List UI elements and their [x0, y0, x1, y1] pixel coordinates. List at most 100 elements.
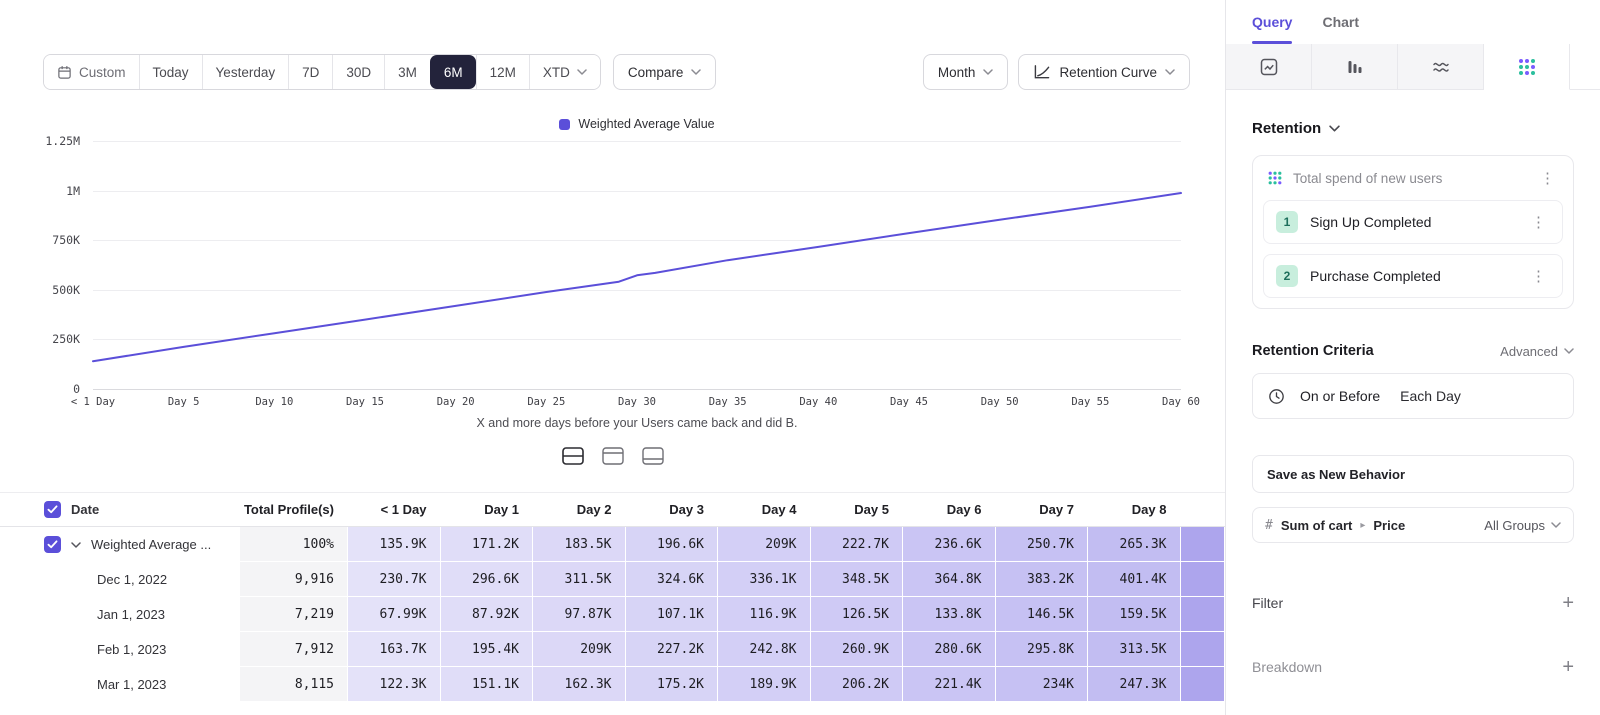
value-cell[interactable]: 162.3K [533, 667, 626, 702]
kebab-menu-icon[interactable]: ⋮ [1536, 169, 1559, 188]
value-cell[interactable]: 336.1K [718, 562, 811, 597]
insights-report-tab[interactable] [1226, 44, 1312, 90]
table-row[interactable]: Weighted Average ...100%135.9K171.2K183.… [0, 527, 1225, 562]
y-axis-label: 750K [52, 233, 80, 247]
value-cell[interactable]: 163.7K [348, 632, 441, 667]
value-cell[interactable]: 265.3K [1088, 527, 1181, 562]
advanced-dropdown[interactable]: Advanced [1500, 344, 1574, 359]
value-cell[interactable]: 196.6K [626, 527, 719, 562]
kebab-menu-icon[interactable]: ⋮ [1527, 213, 1550, 232]
measure-row[interactable]: # Sum of cart ▸ Price All Groups [1252, 507, 1574, 543]
value-cell[interactable]: 260.9K [811, 632, 904, 667]
range-6m[interactable]: 6M [430, 55, 476, 89]
range-7d[interactable]: 7D [288, 55, 332, 89]
table-row[interactable]: Dec 1, 20229,916230.7K296.6K311.5K324.6K… [0, 562, 1225, 597]
table-row[interactable]: Mar 1, 20238,115122.3K151.1K162.3K175.2K… [0, 667, 1225, 702]
all-groups-dropdown[interactable]: All Groups [1484, 518, 1561, 533]
range-12m[interactable]: 12M [476, 55, 529, 89]
value-cell[interactable]: 221.4K [903, 667, 996, 702]
retention-report-tab[interactable] [1484, 44, 1570, 90]
value-cell[interactable]: 159.5K [1088, 597, 1181, 632]
retention-line-chart[interactable]: 0250K500K750K1M1.25M [93, 141, 1181, 389]
table-row[interactable]: Feb 1, 20237,912163.7K195.4K209K227.2K24… [0, 632, 1225, 667]
step-row-sign-up[interactable]: 1 Sign Up Completed ⋮ [1263, 200, 1563, 244]
value-cell[interactable]: 135.9K [348, 527, 441, 562]
value-cell[interactable]: 133.8K [903, 597, 996, 632]
criteria-condition-row[interactable]: On or Before Each Day [1252, 373, 1574, 419]
column-header-day-1: Day 1 [441, 493, 534, 526]
tab-chart[interactable]: Chart [1322, 0, 1359, 44]
flows-report-tab[interactable] [1398, 44, 1484, 90]
range-3m[interactable]: 3M [384, 55, 430, 89]
row-date-cell: Feb 1, 2023 [0, 632, 240, 667]
value-cell[interactable]: 296.6K [441, 562, 534, 597]
chart-legend[interactable]: Weighted Average Value [559, 117, 714, 131]
value-cell[interactable]: 209K [533, 632, 626, 667]
add-breakdown-button[interactable]: + [1562, 657, 1574, 677]
retention-section-heading[interactable]: Retention [1252, 120, 1574, 137]
granularity-button[interactable]: Month [923, 54, 1009, 90]
value-cell[interactable]: 97.87K [533, 597, 626, 632]
retention-table: DateTotal Profile(s)< 1 DayDay 1Day 2Day… [0, 492, 1225, 702]
table-header-row: DateTotal Profile(s)< 1 DayDay 1Day 2Day… [0, 492, 1225, 527]
behavior-card: Total spend of new users ⋮ 1 Sign Up Com… [1252, 155, 1574, 309]
value-cell[interactable]: 206.2K [811, 667, 904, 702]
range-custom[interactable]: Custom [44, 55, 139, 89]
behavior-grid-icon [1267, 170, 1283, 186]
column-header-overflow [1181, 493, 1226, 526]
value-cell[interactable]: 313.5K [1088, 632, 1181, 667]
step-row-purchase[interactable]: 2 Purchase Completed ⋮ [1263, 254, 1563, 298]
value-cell[interactable]: 401.4K [1088, 562, 1181, 597]
value-cell[interactable]: 324.6K [626, 562, 719, 597]
value-cell[interactable]: 280.6K [903, 632, 996, 667]
split-view-toggle[interactable] [558, 443, 588, 469]
value-cell[interactable]: 230.7K [348, 562, 441, 597]
table-row[interactable]: Jan 1, 20237,21967.99K87.92K97.87K107.1K… [0, 597, 1225, 632]
value-cell[interactable]: 183.5K [533, 527, 626, 562]
tab-query-label: Query [1252, 14, 1292, 30]
value-cell[interactable]: 122.3K [348, 667, 441, 702]
flows-icon [1431, 57, 1451, 77]
value-cell[interactable]: 236.6K [903, 527, 996, 562]
value-cell[interactable]: 126.5K [811, 597, 904, 632]
value-cell[interactable]: 311.5K [533, 562, 626, 597]
range-yesterday[interactable]: Yesterday [202, 55, 289, 89]
chart-view-toggle[interactable] [598, 443, 628, 469]
value-cell[interactable]: 195.4K [441, 632, 534, 667]
add-filter-button[interactable]: + [1562, 593, 1574, 613]
value-cell[interactable]: 242.8K [718, 632, 811, 667]
value-cell[interactable]: 222.7K [811, 527, 904, 562]
value-cell[interactable]: 364.8K [903, 562, 996, 597]
kebab-menu-icon[interactable]: ⋮ [1527, 267, 1550, 286]
value-cell[interactable]: 87.92K [441, 597, 534, 632]
value-cell[interactable]: 234K [996, 667, 1089, 702]
range-xtd[interactable]: XTD [529, 55, 600, 89]
table-view-toggle[interactable] [638, 443, 668, 469]
compare-button[interactable]: Compare [613, 54, 717, 90]
range-today[interactable]: Today [139, 55, 202, 89]
value-cell[interactable]: 383.2K [996, 562, 1089, 597]
value-cell[interactable]: 171.2K [441, 527, 534, 562]
value-cell[interactable]: 116.9K [718, 597, 811, 632]
save-as-new-behavior-button[interactable]: Save as New Behavior [1252, 455, 1574, 493]
range-30d[interactable]: 30D [332, 55, 384, 89]
value-cell[interactable]: 209K [718, 527, 811, 562]
value-cell[interactable]: 189.9K [718, 667, 811, 702]
value-cell[interactable]: 146.5K [996, 597, 1089, 632]
value-cell[interactable]: 295.8K [996, 632, 1089, 667]
value-cell[interactable]: 247.3K [1088, 667, 1181, 702]
funnels-report-tab[interactable] [1312, 44, 1398, 90]
expander-chevron-icon[interactable] [71, 542, 81, 548]
behavior-card-header[interactable]: Total spend of new users ⋮ [1253, 156, 1573, 200]
row-checkbox[interactable] [44, 501, 61, 518]
value-cell[interactable]: 107.1K [626, 597, 719, 632]
value-cell[interactable]: 227.2K [626, 632, 719, 667]
value-cell[interactable]: 67.99K [348, 597, 441, 632]
value-cell[interactable]: 175.2K [626, 667, 719, 702]
tab-query[interactable]: Query [1252, 0, 1292, 44]
value-cell[interactable]: 151.1K [441, 667, 534, 702]
value-cell[interactable]: 348.5K [811, 562, 904, 597]
value-cell[interactable]: 250.7K [996, 527, 1089, 562]
row-checkbox[interactable] [44, 536, 61, 553]
chart-type-button[interactable]: Retention Curve [1018, 54, 1190, 90]
